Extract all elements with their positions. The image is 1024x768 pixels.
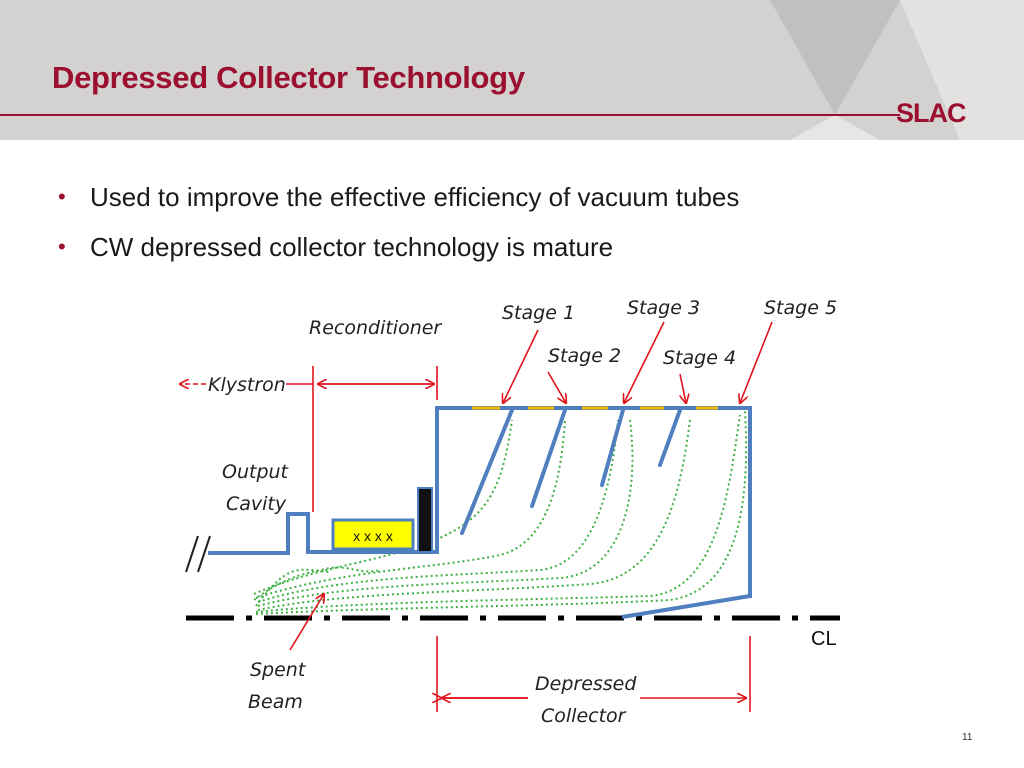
collector-electrodes	[460, 408, 682, 535]
page-number: 11	[962, 732, 973, 743]
header-decoration	[770, 0, 1024, 140]
beam-trajectories	[253, 409, 748, 615]
depressed-collector-label-line2: Collector	[541, 705, 627, 727]
spent-beam-label-line1: Spent	[250, 659, 307, 681]
slide-title: Depressed Collector Technology	[52, 60, 525, 95]
output-cavity-label-line1: Output	[222, 461, 290, 483]
depressed-collector-label-line1: Depressed	[535, 673, 637, 695]
stage-arrows	[289, 321, 773, 651]
bullet-icon: •	[58, 234, 66, 259]
slac-logo: SLAC	[896, 98, 966, 128]
stage-3-label: Stage 3	[627, 297, 700, 319]
dimension-lines	[180, 366, 751, 712]
bullet-item: • CW depressed collector technology is ma…	[58, 228, 739, 278]
stage-2-label: Stage 2	[548, 345, 621, 367]
magnet-coil	[331, 518, 415, 551]
break-marks	[185, 535, 211, 573]
reconditioner-label: Reconditioner	[309, 317, 442, 339]
klystron-label: Klystron	[208, 374, 286, 396]
header-band: Depressed Collector Technology SLAC	[0, 0, 1024, 140]
title-rule	[0, 114, 900, 116]
stage-4-label: Stage 4	[663, 347, 736, 369]
bullet-icon: •	[58, 184, 66, 209]
cl-label: CL	[811, 628, 837, 650]
stage-1-label: Stage 1	[502, 302, 575, 324]
coil-label: x x x x	[353, 528, 393, 544]
output-cavity-label-line2: Cavity	[226, 493, 287, 515]
bullet-item: • Used to improve the effective efficienc…	[58, 178, 739, 228]
stage-5-label: Stage 5	[764, 297, 837, 319]
pole-piece	[417, 487, 433, 553]
spent-beam-label-line2: Beam	[248, 691, 303, 713]
bullet-list: • Used to improve the effective efficienc…	[58, 178, 739, 278]
